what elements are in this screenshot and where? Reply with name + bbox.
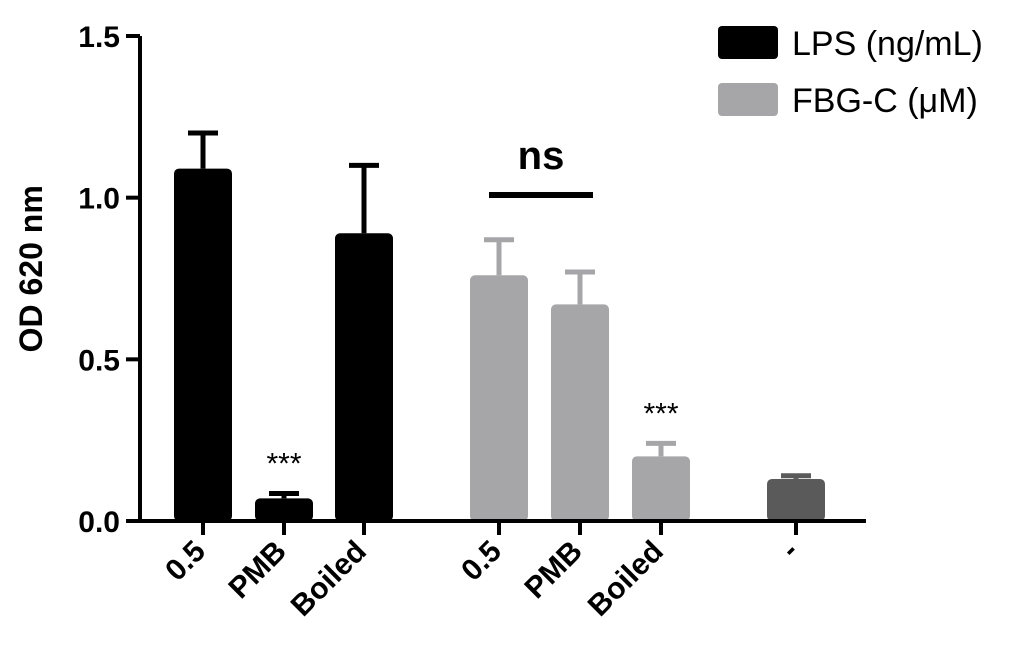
- legend-swatch: [718, 83, 778, 116]
- legend-swatch: [718, 26, 778, 59]
- bar: [174, 168, 232, 522]
- y-tick-label: 0.0: [78, 506, 120, 539]
- bar: [335, 233, 393, 521]
- y-tick-label: 1.5: [78, 21, 120, 54]
- bar: [470, 275, 528, 521]
- legend-label: LPS (ng/mL): [792, 25, 983, 63]
- significance-label: ***: [266, 448, 301, 481]
- legend-label: FBG-C (μM): [792, 82, 978, 120]
- x-tick-label: Boiled: [582, 535, 670, 623]
- y-axis-label: OD 620 nm: [13, 185, 49, 352]
- x-tick-label: PMB: [518, 535, 588, 605]
- bar: [767, 478, 825, 521]
- ns-label: ns: [518, 134, 565, 178]
- x-tick-label: 0.5: [159, 535, 212, 588]
- y-tick-label: 0.5: [78, 344, 120, 377]
- bar: [255, 498, 313, 521]
- significance-label: ***: [643, 397, 678, 430]
- x-tick-label: PMB: [222, 535, 292, 605]
- bar: [551, 304, 609, 521]
- bar: [632, 456, 690, 521]
- x-tick-label: 0.5: [455, 535, 508, 588]
- x-tick-label: Boiled: [285, 535, 373, 623]
- x-tick-label: -: [775, 535, 805, 565]
- y-tick-label: 1.0: [78, 183, 120, 216]
